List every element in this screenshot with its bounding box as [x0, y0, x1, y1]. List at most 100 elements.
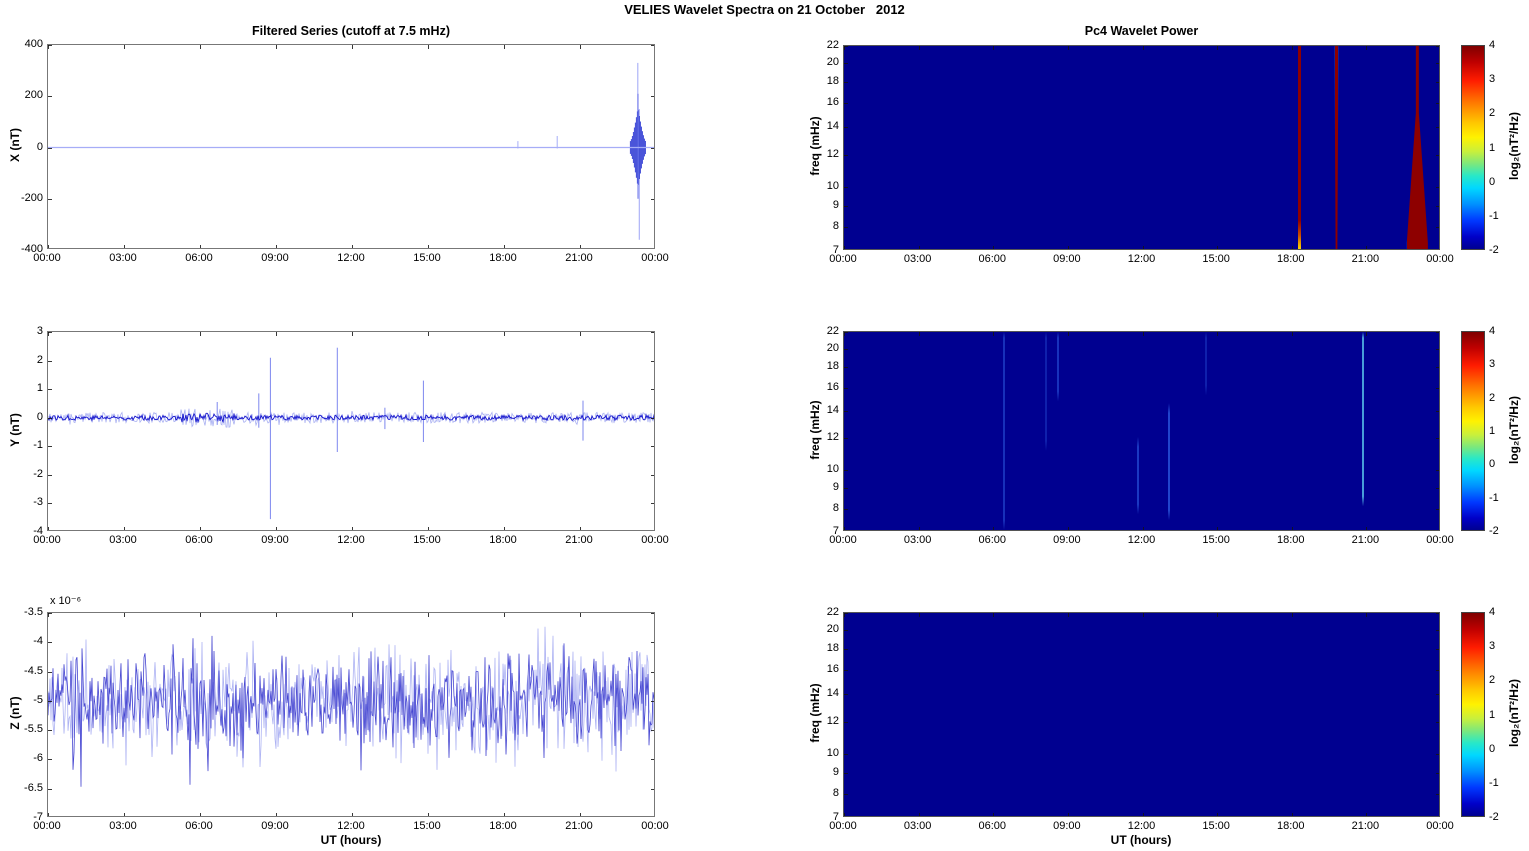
- tick-mark: [1436, 332, 1439, 333]
- tick-mark: [48, 671, 52, 673]
- y-tick-label: 14: [826, 119, 839, 132]
- tick-mark: [844, 227, 848, 229]
- tick-mark: [844, 469, 848, 471]
- colorbar-tick-label: 1: [1489, 425, 1496, 437]
- colorbar-tick-label: 3: [1489, 73, 1496, 86]
- tick-mark: [1217, 813, 1219, 816]
- tick-mark: [1067, 246, 1069, 249]
- tick-mark: [918, 332, 920, 336]
- tick-mark: [1067, 527, 1069, 530]
- tick-mark: [844, 348, 848, 350]
- tick-mark: [1067, 46, 1069, 50]
- tick-mark: [48, 788, 52, 790]
- tick-mark: [48, 759, 52, 761]
- y-tick-label: 10: [826, 462, 839, 475]
- tick-mark: [48, 503, 52, 505]
- tick-mark: [352, 45, 353, 49]
- tick-mark: [651, 198, 654, 200]
- y-tick-label: -6: [33, 752, 43, 765]
- x-tick-label: 15:00: [1202, 534, 1230, 546]
- x-tick-label: 03:00: [903, 253, 932, 265]
- x-tick-label: 00:00: [1426, 534, 1454, 546]
- tick-mark: [1436, 469, 1439, 471]
- y-tick-label: 7: [832, 244, 839, 256]
- tick-mark: [1291, 527, 1293, 530]
- tick-mark: [844, 332, 848, 333]
- tick-mark: [844, 103, 848, 104]
- z-wavelet-spectrogram: [843, 612, 1440, 817]
- tick-mark: [918, 813, 920, 816]
- tick-mark: [48, 96, 52, 98]
- tick-mark: [651, 417, 654, 419]
- tick-mark: [580, 332, 581, 336]
- tick-mark: [428, 813, 429, 816]
- x-tick-label: 15:00: [413, 534, 441, 546]
- tick-mark: [1436, 206, 1439, 207]
- tick-mark: [651, 45, 654, 46]
- colorbar-z-wavelet: [1461, 612, 1485, 817]
- tick-mark: [1142, 332, 1144, 336]
- y-tick-label: 3: [36, 325, 43, 337]
- wavelet-power-streak: [1056, 332, 1059, 530]
- wavelet-power-streak: [1167, 332, 1170, 530]
- tick-mark: [1366, 613, 1368, 617]
- tick-mark: [844, 187, 848, 189]
- x-tick-label: 12:00: [1127, 534, 1156, 546]
- colorbar-label-2: log₂(nT²/Hz): [1507, 396, 1521, 464]
- tick-mark: [844, 813, 845, 816]
- tick-mark: [1436, 227, 1439, 229]
- y-component-plot: [47, 331, 655, 531]
- y-tick-label: 18: [826, 641, 839, 654]
- tick-mark: [1436, 721, 1439, 723]
- colorbar-tick-label: 0: [1489, 175, 1496, 188]
- tick-mark: [1436, 794, 1439, 796]
- tick-mark: [1436, 103, 1439, 104]
- tick-mark: [504, 527, 505, 530]
- tick-mark: [844, 670, 848, 671]
- tick-mark: [48, 332, 52, 333]
- tick-mark: [1439, 246, 1440, 250]
- tick-mark: [1439, 813, 1440, 817]
- x-tick-label: 09:00: [261, 534, 289, 546]
- tick-mark: [918, 613, 920, 617]
- y-tick-label: 12: [826, 147, 839, 160]
- x-tick-label: 18:00: [489, 820, 517, 832]
- tick-mark: [844, 508, 848, 510]
- tick-mark: [48, 45, 49, 49]
- y-tick-label: -5.5: [24, 723, 43, 736]
- x-tick-label: 15:00: [1202, 253, 1230, 265]
- tick-mark: [651, 671, 654, 673]
- tick-mark: [200, 813, 201, 816]
- tick-mark: [651, 96, 654, 98]
- x-tick-label: 12:00: [1127, 820, 1156, 832]
- tick-mark: [993, 46, 995, 50]
- x-tick-label: 18:00: [1276, 534, 1305, 546]
- colorbar-tick-label: 0: [1489, 458, 1496, 471]
- colorbar-tick-label: -1: [1489, 491, 1499, 504]
- tick-mark: [651, 360, 654, 362]
- x-tick-label: 21:00: [1351, 534, 1380, 546]
- wavelet-power-wedge: [1406, 46, 1428, 249]
- y-axis-label-y-nt: Y (nT): [8, 413, 22, 447]
- y-tick-label: 16: [826, 663, 839, 675]
- tick-mark: [844, 206, 848, 207]
- x-tick-label: 03:00: [903, 820, 932, 832]
- tick-mark: [1436, 530, 1440, 531]
- tick-mark: [1436, 249, 1440, 250]
- tick-mark: [276, 613, 277, 617]
- tick-mark: [276, 45, 277, 49]
- y-tick-label: -200: [20, 191, 43, 204]
- tick-mark: [651, 474, 654, 476]
- z-component-plot: [47, 612, 655, 817]
- tick-mark: [580, 613, 581, 617]
- x-tick-label: 00:00: [33, 534, 61, 546]
- x-tick-label: 00:00: [33, 252, 61, 264]
- y-tick-label: -6.5: [24, 781, 43, 794]
- tick-mark: [352, 332, 353, 336]
- y-tick-label: 9: [832, 481, 839, 494]
- y-tick-label: -7: [33, 811, 43, 823]
- x-tick-label: 00:00: [641, 534, 669, 546]
- x-tick-label: 06:00: [978, 820, 1007, 832]
- y-tick-label: 14: [826, 403, 839, 416]
- tick-mark: [48, 417, 52, 419]
